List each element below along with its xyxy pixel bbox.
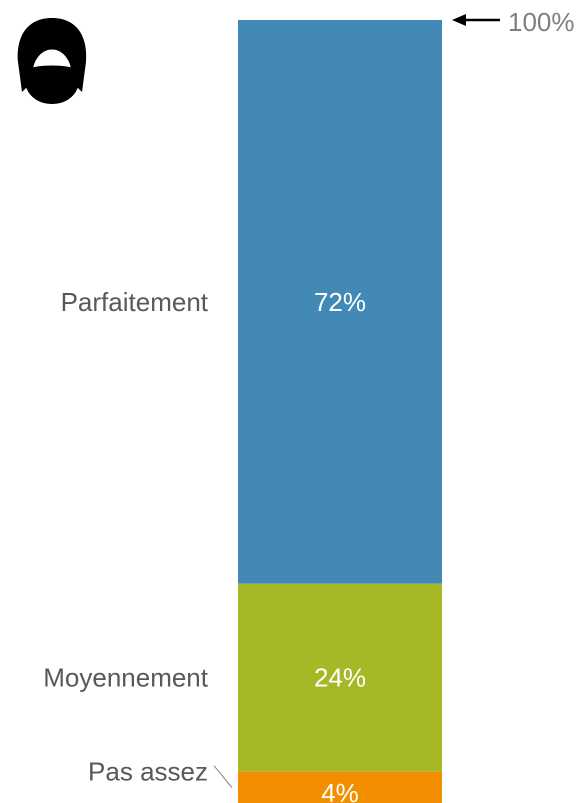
total-label: 100% xyxy=(508,7,575,37)
bar-stack: 72% Parfaitement 24% Moyennement 4% Pas assez xyxy=(43,20,442,803)
value-label: 72% xyxy=(314,287,366,317)
total-indicator: 100% xyxy=(452,7,575,37)
category-label: Parfaitement xyxy=(61,287,209,317)
total-arrow-head xyxy=(452,14,466,26)
value-label: 24% xyxy=(314,663,366,693)
label-leader-line xyxy=(213,765,233,788)
value-label: 4% xyxy=(321,778,359,803)
category-label: Pas assez xyxy=(88,757,208,787)
bar-segment-parfaitement xyxy=(238,20,442,584)
bar-segment-pas-assez xyxy=(238,771,442,803)
face-mask-icon xyxy=(17,18,87,104)
bar-segment-moyennement xyxy=(238,583,442,772)
category-label: Moyennement xyxy=(43,663,209,693)
